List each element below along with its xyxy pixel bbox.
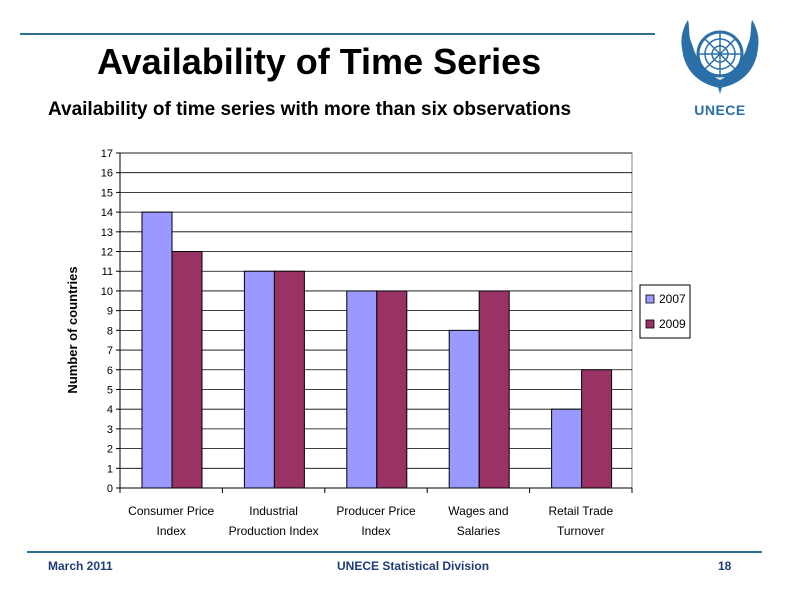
y-tick-label: 16 — [101, 168, 113, 180]
y-tick-label: 14 — [101, 207, 113, 219]
y-tick-label: 7 — [107, 345, 113, 357]
y-tick-label: 11 — [102, 266, 113, 278]
bar-2009-1 — [273, 270, 305, 489]
y-tick-label: 12 — [101, 247, 113, 259]
bottom-rule — [27, 551, 762, 553]
x-category-label: Index — [157, 524, 186, 538]
footer-organization: UNECE Statistical Division — [337, 559, 490, 573]
slide-title: Availability of Time Series — [97, 41, 542, 82]
x-category-label: Industrial — [249, 504, 298, 518]
x-category-label: Retail Trade — [548, 504, 613, 518]
bar-2007-3 — [448, 329, 480, 489]
x-category-label: Consumer Price — [128, 504, 214, 518]
y-tick-label: 9 — [107, 306, 113, 318]
bar-2009-0 — [171, 251, 203, 489]
y-tick-label: 13 — [101, 227, 113, 239]
y-tick-label: 8 — [107, 325, 113, 337]
y-tick-label: 10 — [101, 286, 113, 298]
bar-2009-4 — [581, 369, 613, 489]
un-emblem-icon — [681, 20, 759, 94]
x-category-label: Producer Price — [336, 504, 416, 518]
footer-date: March 2011 — [48, 559, 113, 573]
y-tick-label: 15 — [101, 187, 113, 199]
y-tick-label: 1 — [107, 463, 113, 475]
y-tick-label: 5 — [107, 384, 113, 396]
x-category-label: Turnover — [557, 524, 605, 538]
legend-swatch-2009 — [645, 319, 655, 329]
legend-swatch-2007 — [645, 294, 655, 304]
y-tick-label: 17 — [101, 148, 113, 160]
x-category-label: Wages and — [448, 504, 508, 518]
logo-text: UNECE — [694, 102, 746, 118]
x-category-label: Production Index — [229, 524, 319, 538]
y-tick-label: 2 — [107, 444, 113, 456]
legend-label-2009: 2009 — [659, 317, 686, 331]
y-tick-label: 0 — [107, 483, 113, 495]
bars-layer — [141, 211, 613, 489]
y-axis-label: Number of countries — [65, 266, 80, 393]
bar-2007-4 — [551, 408, 583, 489]
x-category-label: Index — [361, 524, 390, 538]
top-rule — [20, 33, 655, 35]
y-tick-label: 6 — [107, 365, 113, 377]
y-tick-label: 4 — [107, 404, 113, 416]
bar-2009-3 — [478, 290, 510, 489]
bar-2007-2 — [346, 290, 378, 489]
bar-2007-0 — [141, 211, 173, 489]
footer-page-number: 18 — [718, 559, 732, 573]
y-tick-label: 3 — [107, 424, 113, 436]
bar-2009-2 — [376, 290, 408, 489]
x-category-labels: Consumer Price Index Industrial Production … — [128, 504, 613, 538]
x-category-label: Salaries — [457, 524, 500, 538]
axis-layer — [116, 152, 633, 493]
bar-2007-1 — [243, 270, 275, 489]
legend-box — [639, 284, 691, 339]
unece-logo: UNECE — [670, 14, 770, 124]
legend-label-2007: 2007 — [659, 292, 686, 306]
legend: 2007 2009 — [639, 284, 691, 339]
slide-subtitle: Availability of time series with more th… — [48, 99, 572, 120]
